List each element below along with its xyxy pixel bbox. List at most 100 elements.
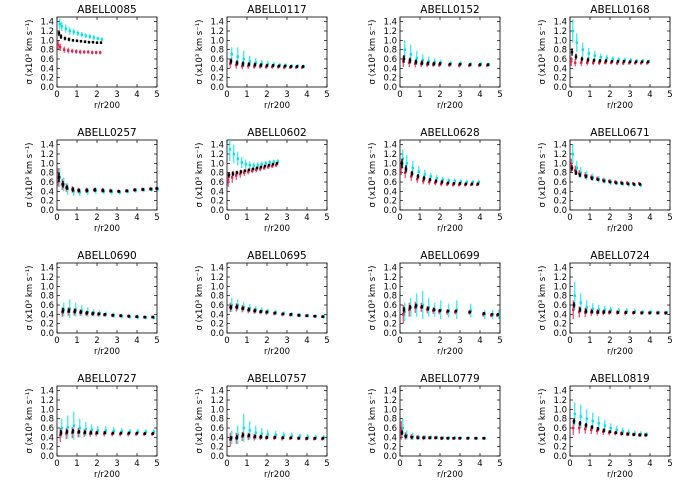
point-cyan	[423, 173, 426, 176]
point-cyan	[447, 179, 450, 182]
point-cyan	[401, 426, 404, 430]
panel-abell0690: ABELL0690 0.00.20.40.60.81.01.21.4 0 1 2 3 4 5 r…	[25, 250, 160, 357]
point-black	[614, 431, 618, 434]
point-cyan	[579, 171, 582, 174]
y-tick-label: 0.2	[553, 197, 567, 207]
point-black	[127, 315, 131, 318]
y-axis-label: σ (x10³ km s⁻¹)	[195, 266, 205, 331]
x-tick-label: 2	[94, 90, 99, 100]
x-tick-label: 4	[304, 459, 309, 469]
point-black	[235, 171, 239, 174]
point-black	[263, 164, 267, 168]
x-tick-label: 1	[417, 459, 422, 469]
y-tick-label: 1.4	[383, 141, 397, 151]
panel-abell0699: ABELL0699 0.00.20.40.60.81.01.21.4 0 1 2 3 4 5 r…	[368, 250, 503, 357]
y-tick-label: 0.4	[40, 433, 54, 443]
point-black	[638, 183, 642, 186]
point-red	[414, 62, 417, 65]
point-black	[229, 60, 233, 63]
x-tick-label: 3	[457, 336, 462, 346]
point-red	[99, 51, 102, 54]
x-tick-label: 5	[324, 213, 329, 223]
point-cyan	[240, 161, 243, 164]
x-tick-label: 4	[477, 213, 482, 223]
y-tick-label: 0.6	[383, 178, 397, 188]
point-red	[402, 313, 405, 316]
x-tick-label: 5	[497, 90, 502, 100]
point-black	[239, 170, 243, 173]
point-black	[402, 57, 406, 61]
point-red	[95, 51, 98, 54]
point-cyan	[78, 426, 81, 430]
point-black	[83, 431, 87, 434]
x-tick-label: 3	[457, 213, 462, 223]
point-black	[119, 431, 123, 435]
point-cyan	[471, 180, 474, 184]
point-black	[229, 306, 233, 309]
point-black	[85, 311, 89, 315]
x-tick-label: 0	[567, 459, 572, 469]
point-black	[289, 313, 293, 316]
y-tick-label: 0.6	[210, 424, 224, 434]
point-black	[420, 61, 424, 64]
point-black	[458, 62, 462, 66]
point-black	[434, 436, 438, 439]
point-black	[265, 64, 269, 67]
point-black	[602, 179, 606, 183]
point-red	[75, 50, 78, 53]
x-tick-label: 1	[74, 459, 79, 469]
plot-frame	[56, 262, 158, 334]
point-black	[281, 312, 285, 316]
y-tick-label: 0.8	[40, 169, 54, 179]
point-cyan	[433, 61, 436, 64]
x-axis-label: r/r200	[437, 101, 463, 111]
point-black	[482, 312, 486, 315]
x-tick-label: 0	[54, 213, 59, 223]
y-axis-label: σ (x10³ km s⁻¹)	[195, 389, 205, 454]
x-tick-label: 3	[627, 90, 632, 100]
point-black	[243, 169, 247, 172]
panel-title: ABELL0819	[590, 373, 649, 385]
point-black	[426, 307, 430, 310]
point-cyan	[236, 433, 239, 437]
point-black	[95, 431, 99, 434]
y-tick-label: 1.4	[40, 18, 54, 28]
y-tick-label: 0.0	[553, 83, 567, 93]
point-black	[247, 434, 251, 437]
point-red	[59, 433, 62, 437]
x-tick-label: 3	[457, 90, 462, 100]
point-cyan	[100, 38, 103, 41]
point-black	[277, 64, 281, 68]
y-tick-label: 0.6	[383, 301, 397, 311]
point-cyan	[465, 180, 468, 184]
y-tick-label: 1.0	[553, 405, 567, 415]
point-black	[404, 435, 408, 438]
point-red	[67, 49, 70, 52]
point-black	[414, 60, 418, 63]
x-tick-label: 4	[477, 90, 482, 100]
x-tick-label: 2	[437, 336, 442, 346]
point-cyan	[459, 180, 462, 183]
point-red	[65, 432, 68, 435]
y-axis-label: σ (x10³ km s⁻¹)	[25, 266, 35, 331]
point-black	[664, 311, 668, 315]
x-axis-label: r/r200	[94, 470, 120, 480]
point-black	[297, 437, 301, 440]
x-tick-label: 2	[264, 336, 269, 346]
point-black	[452, 182, 456, 185]
y-tick-label: 0.0	[383, 206, 397, 216]
point-black	[458, 437, 462, 440]
y-axis-label: σ (x10³ km s⁻¹)	[538, 143, 548, 208]
y-tick-label: 1.0	[40, 282, 54, 292]
point-black	[638, 433, 642, 437]
point-black	[446, 181, 450, 185]
y-tick-label: 0.6	[210, 301, 224, 311]
x-tick-label: 1	[244, 213, 249, 223]
x-tick-label: 4	[304, 213, 309, 223]
point-black	[592, 59, 596, 62]
point-black	[602, 429, 606, 432]
point-black	[410, 172, 414, 175]
x-tick-label: 4	[304, 336, 309, 346]
point-cyan	[405, 433, 408, 437]
point-red	[404, 171, 407, 174]
